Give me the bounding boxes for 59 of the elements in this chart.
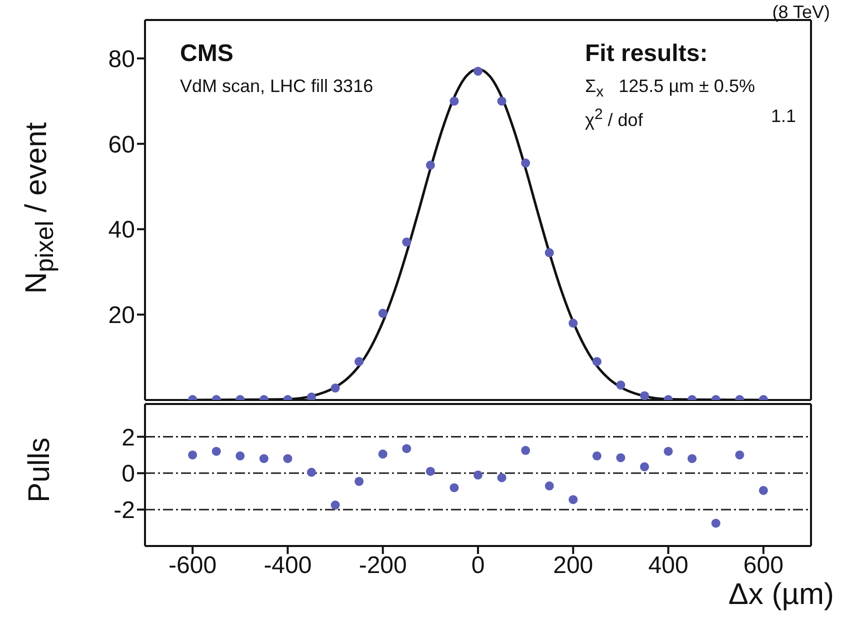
point xyxy=(450,483,459,492)
point xyxy=(521,446,530,455)
point xyxy=(544,248,554,258)
point xyxy=(259,454,268,464)
y-tick-label: 20 xyxy=(108,302,135,330)
y-axis-title: Pulls xyxy=(23,437,57,503)
point xyxy=(568,495,578,504)
y-tick-label: 60 xyxy=(108,131,135,158)
annotation: (8 TeV) xyxy=(772,2,830,23)
point xyxy=(236,451,245,460)
point xyxy=(758,486,768,495)
point xyxy=(592,451,602,460)
point xyxy=(521,158,530,168)
point xyxy=(330,500,340,510)
point xyxy=(402,444,412,454)
x-tick-label: -400 xyxy=(264,552,312,580)
point xyxy=(568,318,578,328)
x-tick-label: -200 xyxy=(358,552,407,580)
point xyxy=(306,392,316,400)
x-axis-title: Δx (µm) xyxy=(728,578,834,612)
point xyxy=(735,450,744,460)
x-tick-label: -600 xyxy=(168,552,217,580)
annotation: Fit results: xyxy=(585,40,708,68)
point xyxy=(378,450,388,459)
x-tick-label: 0 xyxy=(471,552,485,580)
point xyxy=(497,96,506,106)
annotation: χ$^{2}$ / dof xyxy=(585,106,643,131)
point xyxy=(450,96,459,106)
annotation: Σ$_{x}$ 125.5 µm ± 0.5% xyxy=(585,76,755,101)
point xyxy=(306,468,316,477)
point xyxy=(640,462,650,472)
annotation: 1.1 xyxy=(770,106,796,127)
point xyxy=(544,481,554,490)
point xyxy=(473,66,483,76)
point xyxy=(497,473,506,482)
y-tick-label: 80 xyxy=(108,46,135,73)
point xyxy=(212,446,221,456)
x-tick-label: 200 xyxy=(553,552,594,580)
x-tick-label: 600 xyxy=(743,552,784,580)
y-tick-label: 40 xyxy=(108,216,135,244)
point xyxy=(188,450,198,460)
y-tick-label: -2 xyxy=(114,497,135,524)
annotation: VdM scan, LHC fill 3316 xyxy=(180,76,374,97)
point xyxy=(354,476,364,486)
point xyxy=(426,160,435,170)
x-tick-label: 400 xyxy=(648,552,688,580)
point xyxy=(473,470,483,480)
point xyxy=(402,238,412,247)
point xyxy=(664,446,673,456)
point xyxy=(688,454,697,464)
point xyxy=(378,308,388,318)
y-tick-label: 0 xyxy=(122,460,135,488)
point xyxy=(283,454,292,464)
annotation: CMS xyxy=(180,40,234,68)
y-tick-label: 2 xyxy=(122,424,135,452)
point xyxy=(640,391,650,400)
point xyxy=(616,453,626,462)
point xyxy=(711,518,720,528)
point xyxy=(426,466,435,476)
